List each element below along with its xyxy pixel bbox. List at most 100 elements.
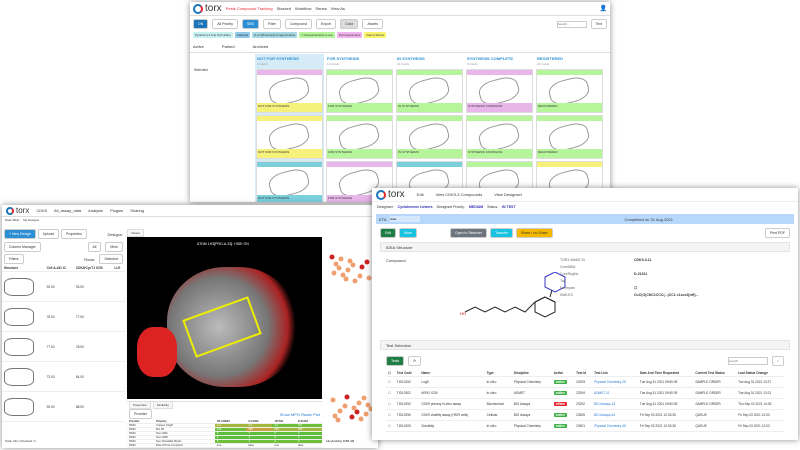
- test-col-header[interactable]: Test Link: [592, 370, 638, 377]
- test-link[interactable]: BIO Assays-61: [594, 413, 616, 417]
- export-button[interactable]: Export: [315, 19, 337, 29]
- series-tag[interactable]: Gems-Series: [364, 32, 386, 38]
- row-checkbox[interactable]: ☐: [386, 409, 395, 421]
- column-manager-button[interactable]: Column Manager: [4, 242, 41, 252]
- idea-structure-header[interactable]: IDEA Structure: [380, 242, 790, 252]
- tab-my-designs[interactable]: My Designs: [23, 218, 39, 222]
- series-tag[interactable]: [1,2,4]Triazolo[1,5-a]pyrimidine: [252, 32, 298, 38]
- tab-properties[interactable]: Properties: [129, 402, 151, 409]
- series-tag[interactable]: Indazole: [234, 32, 251, 38]
- priority-button[interactable]: All Priority: [212, 19, 239, 29]
- test-row[interactable]: ☐ TID10296 CDK9 viability assay (H929 cell…: [386, 409, 784, 421]
- test-col-header[interactable]: Test Id: [574, 370, 593, 377]
- filter-button[interactable]: Filter: [263, 19, 281, 29]
- nav-stacked[interactable]: Stacked: [276, 6, 292, 11]
- mine-button[interactable]: Mine: [105, 242, 123, 252]
- provider-button[interactable]: Provider: [129, 409, 153, 419]
- mpo-radar-link[interactable]: Show MPO Radar Plot: [279, 411, 320, 417]
- compound-card[interactable]: FOR SYNTHESIS: [326, 69, 393, 113]
- test-link[interactable]: ADMET-11: [594, 391, 610, 395]
- color-button[interactable]: Color: [340, 19, 359, 29]
- tab-active[interactable]: Active: [193, 44, 204, 49]
- compound-card[interactable]: IN SYNTHESIS: [396, 69, 463, 113]
- table-row[interactable]: 77.00 78.00: [2, 331, 125, 362]
- sbs-button[interactable]: SBS: [242, 19, 260, 29]
- nav-series[interactable]: Series: [315, 6, 327, 11]
- project-title[interactable]: Pests Compound Tracking: [225, 6, 273, 11]
- share-button[interactable]: Share / un-Share: [515, 228, 553, 238]
- series-tag[interactable]: Pyrroloquinoline: [336, 32, 363, 38]
- row-checkbox[interactable]: ☐: [386, 376, 395, 388]
- test-link[interactable]: Physical Chemistry-25: [594, 380, 626, 384]
- test-col-header[interactable]: Test Code: [394, 370, 420, 377]
- nav-view-designset[interactable]: View Designset: [494, 192, 522, 197]
- filters-button[interactable]: Filters: [4, 254, 24, 264]
- on-toggle[interactable]: ON: [193, 19, 209, 29]
- test-col-header[interactable]: Active: [551, 370, 575, 377]
- menu-analysis[interactable]: Analysis: [88, 208, 104, 213]
- test-link[interactable]: BIO Assays-23: [594, 402, 616, 406]
- test-col-header[interactable]: Current Test Status: [693, 370, 737, 377]
- test-col-header[interactable]: Last Status Change: [736, 370, 784, 377]
- nav-view-compounds[interactable]: View CDK9-3 Compounds: [435, 192, 483, 197]
- transfer-button[interactable]: Transfer: [490, 228, 513, 238]
- test-row[interactable]: ☐ TID10252 LogD In-vitro Physical Chemistry o…: [386, 376, 784, 388]
- menu-sharing[interactable]: Sharing: [130, 208, 144, 213]
- compound-card[interactable]: SYNTHESIS COMPLETE: [466, 115, 533, 159]
- compound-card[interactable]: REGISTERED: [536, 69, 603, 113]
- table-row[interactable]: 78.00 77.00: [2, 301, 125, 332]
- tab-archived[interactable]: Archived: [252, 44, 269, 49]
- selected-button[interactable]: Selected: [99, 254, 123, 264]
- tab-parked[interactable]: Parked: [221, 44, 235, 49]
- text-dropdown[interactable]: Text: [590, 19, 607, 29]
- test-row[interactable]: ☐ TID10205 Solubility In-vitro Physical Chem…: [386, 420, 784, 432]
- tab-similarity[interactable]: Similarity: [152, 402, 173, 409]
- refresh-button[interactable]: ⟳: [408, 356, 422, 366]
- menu-assay-data[interactable]: All_assay_data: [54, 208, 82, 213]
- row-checkbox[interactable]: ☐: [386, 387, 395, 399]
- search-input[interactable]: [556, 20, 587, 28]
- table-row[interactable]: 73.00 64.00: [2, 361, 125, 392]
- row-checkbox[interactable]: ☐: [386, 420, 395, 432]
- col-cdk9[interactable]: CDK9/CycT1 IC50: [73, 265, 113, 272]
- new-design-button[interactable]: + New Design: [4, 229, 36, 239]
- properties-button[interactable]: Properties: [60, 229, 87, 239]
- series-tag[interactable]: Pyrazolo [1,5-a] Pyrimidine: [193, 32, 233, 38]
- nav-workflow[interactable]: Workflow: [295, 6, 312, 11]
- compound-card[interactable]: FOR SYNTHESIS: [326, 161, 393, 202]
- col-cell[interactable]: Cell A-431 IC: [44, 265, 74, 272]
- test-col-header[interactable]: Discipline: [511, 370, 552, 377]
- tab-viewer[interactable]: Viewer: [127, 228, 145, 237]
- menu-cdk9[interactable]: CDK9: [36, 208, 48, 213]
- designset-value[interactable]: Cyclohexene Linkers: [397, 205, 433, 209]
- open-sketcher-button[interactable]: Open in Sketcher: [450, 228, 488, 238]
- menu-plugins[interactable]: Plugins: [110, 208, 124, 213]
- series-tag[interactable]: 7-Azaquinazoline-2-one: [299, 32, 335, 38]
- edit-button[interactable]: Edit: [380, 228, 397, 238]
- col-lle[interactable]: LLE: [112, 265, 125, 272]
- row-checkbox[interactable]: ☐: [386, 398, 395, 410]
- compound-card[interactable]: NOT FOR SYNTHESIS: [256, 115, 323, 159]
- assets-button[interactable]: Assets: [362, 19, 383, 29]
- col-structure[interactable]: Structure: [2, 265, 45, 272]
- compound-card[interactable]: REGISTERED: [536, 115, 603, 159]
- filter-selected[interactable]: Selected: [194, 68, 208, 72]
- table-row[interactable]: 92.00 93.00: [2, 271, 125, 302]
- test-col-header[interactable]: Date And Time Requested: [637, 370, 694, 377]
- upload-button[interactable]: Upload: [37, 229, 59, 239]
- test-col-header[interactable]: Name: [419, 370, 485, 377]
- compound-card[interactable]: NOT FOR SYNTHESIS: [256, 69, 323, 113]
- test-row[interactable]: ☐ TID10292 CDK9 primary in-vitro assay Bioc…: [386, 398, 784, 410]
- add-tests-button[interactable]: Tests: [386, 356, 405, 366]
- table-row[interactable]: 90.00 88.00: [2, 391, 125, 422]
- all-button[interactable]: All: [87, 242, 102, 252]
- eta-input[interactable]: [390, 216, 421, 222]
- compound-card[interactable]: FOR SYNTHESIS: [326, 115, 393, 159]
- compound-card[interactable]: NOT FOR SYNTHESIS: [256, 161, 323, 202]
- compound-button[interactable]: Compound: [284, 19, 312, 29]
- nav-view-as[interactable]: View As: [330, 6, 345, 11]
- test-search-input[interactable]: [728, 357, 769, 365]
- 3d-molecule-viewer[interactable]: ATOM 1H3[PRO-A-33]: HIDE ON: [127, 237, 322, 399]
- compound-card[interactable]: IN SYNTHESIS: [396, 115, 463, 159]
- compound-card[interactable]: SYNTHESIS COMPLETE: [466, 69, 533, 113]
